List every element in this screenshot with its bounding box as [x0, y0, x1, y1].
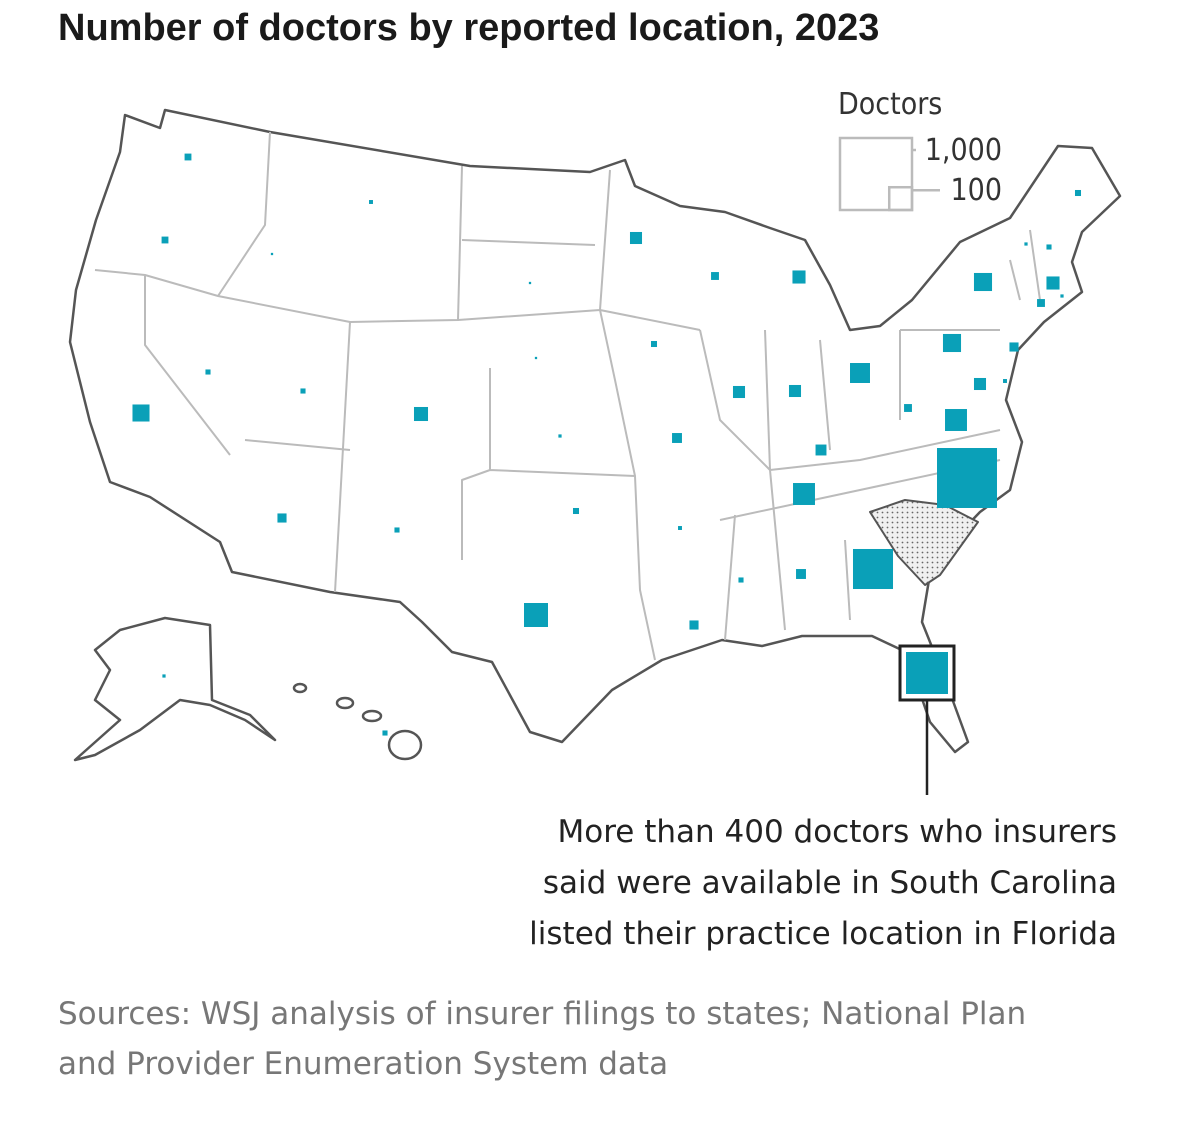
state-square [528, 281, 532, 285]
state-square [906, 652, 948, 694]
state-square [792, 270, 806, 284]
state-square [793, 483, 815, 505]
state-square [369, 200, 373, 204]
source-note: Sources: WSJ analysis of insurer filings… [58, 996, 1026, 1032]
state-square [904, 404, 912, 412]
state-square [161, 236, 169, 244]
state-square [850, 363, 870, 383]
state-square [788, 384, 802, 398]
state-square [672, 433, 682, 443]
state-square [650, 340, 658, 348]
state-square [732, 385, 746, 399]
state-square [184, 153, 192, 161]
state-square [945, 409, 967, 431]
annotation-text: said were available in South Carolina [543, 865, 1117, 901]
legend-label: 1,000 [925, 133, 1002, 168]
annotation-text: listed their practice location in Florid… [529, 916, 1117, 952]
alaska [73, 616, 277, 762]
state-square [558, 434, 562, 438]
state-square [1003, 379, 1007, 383]
state-borders [94, 131, 1041, 661]
state-square [852, 548, 894, 590]
south-carolina [869, 499, 979, 586]
state-square [205, 369, 211, 375]
state-square [162, 674, 166, 678]
chart-title: Number of doctors by reported location, … [58, 7, 879, 49]
state-square [132, 404, 150, 422]
legend-square [887, 185, 914, 212]
legend-square [838, 136, 914, 212]
state-square [678, 526, 682, 530]
state-square [689, 620, 699, 630]
legend-title: Doctors [838, 87, 942, 122]
state-square [1046, 244, 1052, 250]
source-note: and Provider Enumeration System data [58, 1046, 668, 1082]
state-square [796, 569, 806, 579]
map [68, 108, 1122, 762]
state-square [572, 507, 580, 515]
state-square [277, 513, 287, 523]
state-square [629, 231, 643, 245]
state-square [1074, 189, 1082, 197]
state-square [1024, 242, 1028, 246]
state-square [973, 272, 993, 292]
state-square [1037, 299, 1045, 307]
state-square [1046, 276, 1060, 290]
state-square [942, 333, 962, 353]
state-square [300, 388, 306, 394]
state-square [973, 377, 987, 391]
state-square [534, 356, 538, 360]
state-square [524, 603, 548, 627]
state-square [937, 448, 997, 508]
state-square [382, 730, 388, 736]
annotation-text: More than 400 doctors who insurers [558, 814, 1118, 850]
state-square [815, 444, 827, 456]
legend-label: 100 [950, 173, 1002, 208]
annotation: More than 400 doctors who insurers said w… [529, 814, 1117, 952]
state-square [394, 527, 400, 533]
state-square [413, 406, 429, 422]
state-square [1060, 294, 1064, 298]
state-square [738, 577, 744, 583]
hawaii [292, 682, 423, 761]
state-square [1009, 342, 1019, 352]
state-square [270, 252, 274, 256]
state-square [711, 272, 719, 280]
